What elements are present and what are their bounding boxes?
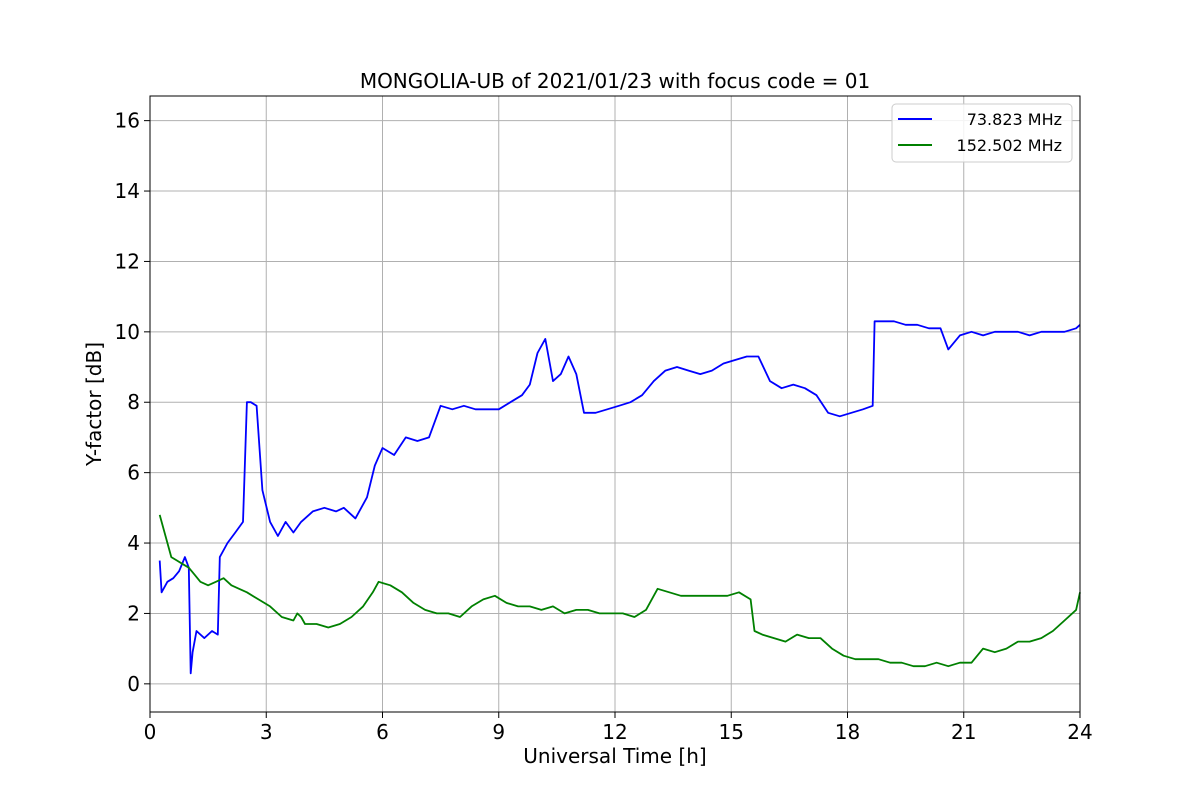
- y-tick-label: 6: [127, 461, 140, 485]
- y-tick-label: 16: [115, 109, 140, 133]
- plot-series: [158, 320, 1081, 675]
- y-tick-label: 8: [127, 390, 140, 414]
- x-axis-label: Universal Time [h]: [523, 744, 706, 768]
- y-tick-label: 14: [115, 179, 140, 203]
- x-tick-label: 6: [376, 720, 389, 744]
- x-tick-label: 12: [602, 720, 627, 744]
- y-tick-label: 4: [127, 531, 140, 555]
- legend: 73.823 MHz 152.502 MHz: [891, 103, 1073, 163]
- y-axis: 0 2 4 6 8 10 12 14 16: [115, 109, 150, 696]
- x-axis: 0 3 6 9 12 15 18 21 24: [144, 712, 1093, 744]
- x-tick-label: 18: [835, 720, 860, 744]
- y-tick-label: 10: [115, 320, 140, 344]
- series-line-2: [158, 514, 1081, 668]
- legend-label: 152.502 MHz: [957, 136, 1062, 155]
- y-tick-label: 2: [127, 601, 140, 625]
- x-tick-label: 9: [492, 720, 505, 744]
- x-tick-label: 21: [951, 720, 976, 744]
- x-tick-label: 15: [719, 720, 744, 744]
- chart-title: MONGOLIA-UB of 2021/01/23 with focus cod…: [360, 69, 870, 93]
- series-line-1: [158, 320, 1081, 675]
- legend-box: [891, 103, 1073, 163]
- y-tick-label: 12: [115, 249, 140, 273]
- x-tick-label: 24: [1067, 720, 1092, 744]
- y-axis-label: Y-factor [dB]: [82, 342, 106, 467]
- x-tick-label: 3: [260, 720, 273, 744]
- x-tick-label: 0: [144, 720, 157, 744]
- y-tick-label: 0: [127, 672, 140, 696]
- legend-label: 73.823 MHz: [967, 110, 1062, 129]
